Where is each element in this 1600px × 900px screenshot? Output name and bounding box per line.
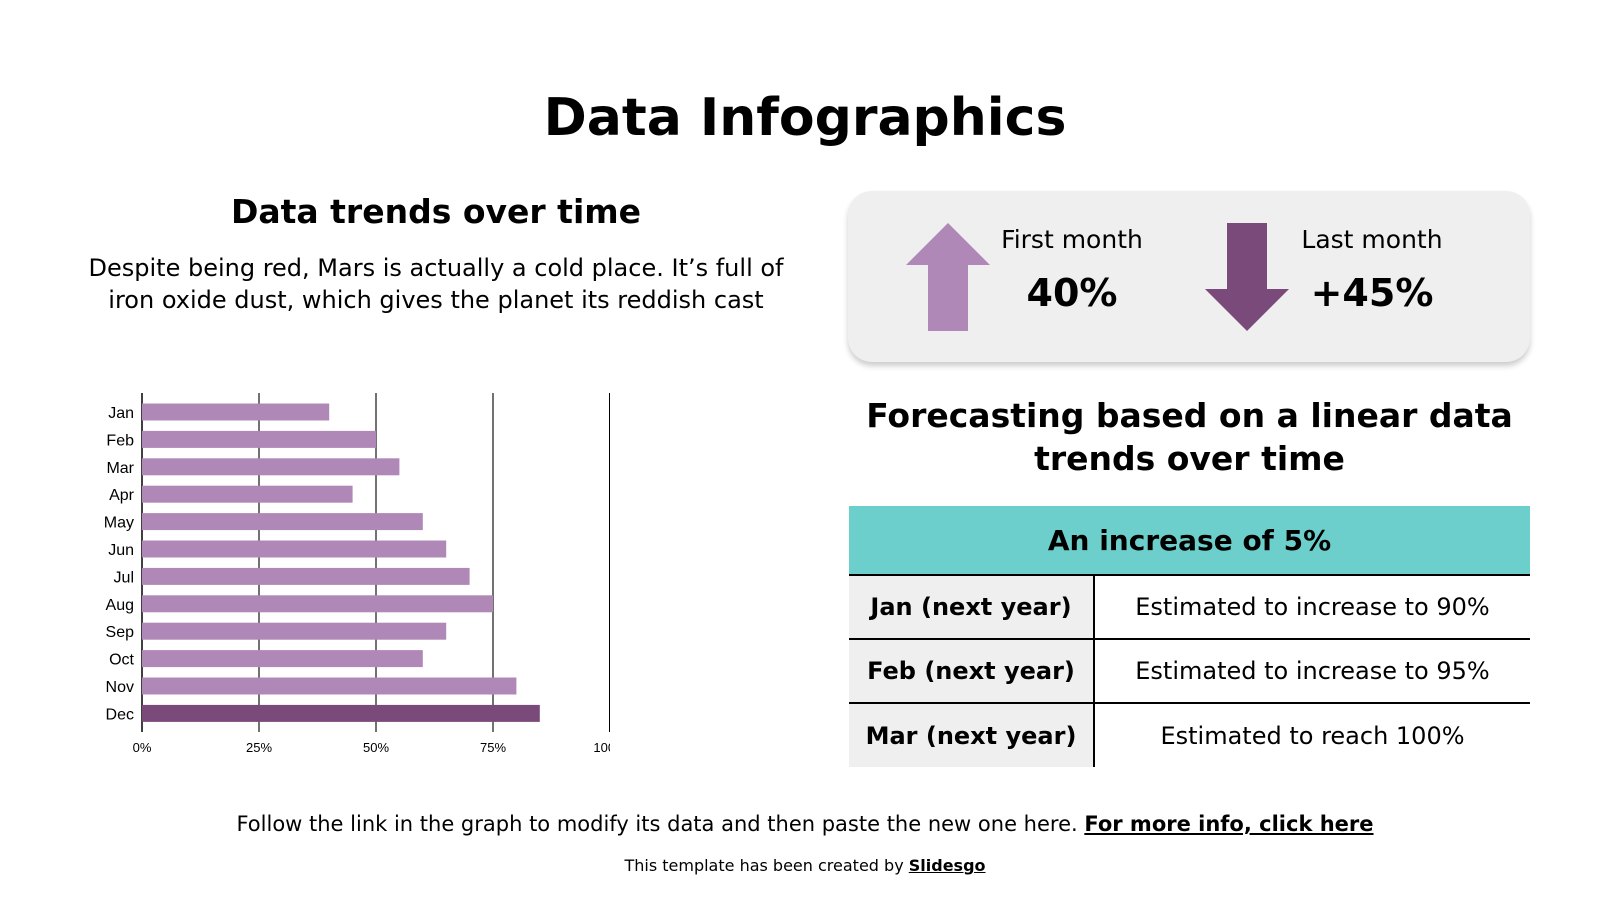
x-tick-label: 50% [363,740,389,755]
bar-oct [142,650,423,668]
description: Despite being red, Mars is actually a co… [88,254,784,314]
row-key: Feb (next year) [849,639,1095,704]
table-row: Jan (next year) Estimated to increase to … [849,575,1530,640]
last-month-value: +45% [1310,271,1434,315]
forecast-heading: Forecasting based on a linear data trend… [866,396,1513,478]
row-value: Estimated to increase to 90% [1094,575,1530,640]
credit-text: This template has been created by [624,856,909,875]
bar-may [142,513,423,531]
bar-sep [142,622,447,640]
credit: This template has been created by Slides… [0,856,1600,875]
x-tick-label: 75% [480,740,506,755]
y-tick-label: Nov [106,679,134,696]
bar-nov [142,677,517,695]
table-row: Mar (next year) Estimated to reach 100% [849,703,1530,767]
x-tick-label: 100% [593,740,610,755]
footer-text: Follow the link in the graph to modify i… [236,812,1085,836]
bar-dec [142,704,540,722]
slidesgo-link[interactable]: Slidesgo [908,856,986,875]
x-tick-label: 0% [133,740,152,755]
first-month-value: 40% [1026,271,1118,315]
bar-jun [142,540,447,558]
bar-feb [142,430,376,448]
bar-mar [142,458,400,476]
bar-aug [142,595,493,613]
y-tick-label: Jan [108,405,134,422]
table-row: Feb (next year) Estimated to increase to … [849,639,1530,704]
stats-panel: First month 40% Last month +45% [848,191,1530,362]
more-info-link[interactable]: For more info, click here [1084,812,1374,836]
arrow-down-icon [1205,223,1289,331]
y-tick-label: Jul [114,569,134,586]
forecast-table: An increase of 5% Jan (next year) Estimat… [849,506,1530,767]
y-tick-label: Apr [109,487,135,504]
bar-chart: 0% 25% 50% 75% 100% Jan Feb Mar Apr May Jun Jul Aug S… [104,393,610,755]
row-key: Mar (next year) [849,703,1095,767]
y-tick-label: Sep [106,624,135,641]
y-tick-label: Aug [106,597,134,614]
y-tick-label: May [104,515,134,532]
row-value: Estimated to reach 100% [1160,721,1465,750]
x-tick-label: 25% [246,740,272,755]
row-key: Jan (next year) [849,575,1095,640]
last-month-label: Last month [1301,225,1443,254]
first-month-label: First month [1001,225,1143,254]
chart-subtitle: Data trends over time [230,192,642,231]
footer-note: Follow the link in the graph to modify i… [0,812,1600,836]
y-tick-label: Oct [109,652,134,669]
page-title: Data Infographics [543,88,1067,148]
bar-jan [142,403,330,421]
arrow-up-icon [906,223,990,331]
y-tick-label: Dec [106,706,134,723]
y-tick-label: Mar [106,460,134,477]
bar-jul [142,567,470,585]
bar-apr [142,485,353,503]
y-tick-label: Feb [106,432,134,449]
row-value: Estimated to increase to 95% [1094,639,1530,704]
table-header: An increase of 5% [849,506,1530,576]
y-tick-label: Jun [108,542,134,559]
